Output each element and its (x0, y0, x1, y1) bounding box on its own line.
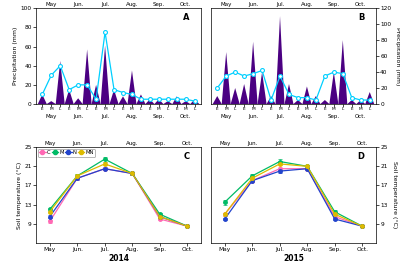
Polygon shape (47, 101, 56, 104)
Polygon shape (128, 70, 136, 104)
Polygon shape (181, 101, 190, 104)
Polygon shape (190, 99, 199, 104)
Polygon shape (83, 49, 92, 104)
Polygon shape (312, 96, 320, 104)
Polygon shape (266, 96, 276, 104)
Polygon shape (146, 99, 154, 104)
Polygon shape (365, 92, 374, 104)
Legend: C, M, N, MN: C, M, N, MN (38, 149, 96, 157)
Polygon shape (65, 90, 74, 104)
Text: C: C (183, 152, 190, 161)
Y-axis label: Precipitation (mm): Precipitation (mm) (396, 27, 400, 85)
Y-axis label: Soil temperature (°C): Soil temperature (°C) (16, 161, 22, 229)
Polygon shape (92, 85, 100, 104)
Polygon shape (213, 96, 222, 104)
Polygon shape (284, 84, 294, 104)
Polygon shape (338, 40, 347, 104)
Polygon shape (347, 100, 356, 104)
Polygon shape (163, 101, 172, 104)
Polygon shape (294, 100, 302, 104)
Polygon shape (231, 88, 240, 104)
Text: D: D (358, 152, 364, 161)
Polygon shape (356, 100, 365, 104)
Polygon shape (38, 94, 47, 104)
Polygon shape (110, 90, 118, 104)
Polygon shape (320, 100, 329, 104)
Polygon shape (258, 72, 266, 104)
Polygon shape (240, 84, 249, 104)
Polygon shape (249, 42, 258, 104)
Text: B: B (358, 13, 364, 22)
Polygon shape (222, 52, 231, 104)
Polygon shape (118, 96, 128, 104)
Polygon shape (56, 61, 65, 104)
Polygon shape (100, 46, 110, 104)
Polygon shape (154, 99, 163, 104)
Y-axis label: Precipitation (mm): Precipitation (mm) (13, 27, 18, 85)
Polygon shape (276, 16, 284, 104)
Polygon shape (136, 94, 146, 104)
Polygon shape (329, 72, 338, 104)
Polygon shape (302, 87, 312, 104)
Polygon shape (172, 96, 181, 104)
X-axis label: 2015: 2015 (283, 254, 304, 263)
Polygon shape (74, 98, 83, 104)
X-axis label: 2014: 2014 (108, 254, 129, 263)
Y-axis label: Soil temperature (°C): Soil temperature (°C) (392, 161, 397, 229)
Text: A: A (183, 13, 190, 22)
